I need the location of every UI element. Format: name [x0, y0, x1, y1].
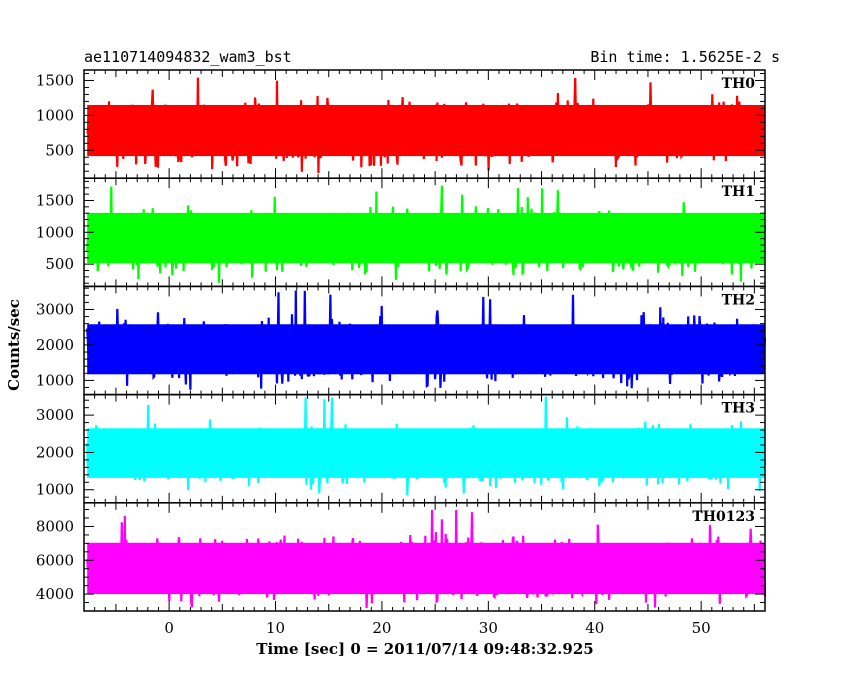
y-axis-label: Counts/sec: [5, 299, 23, 391]
panel-th3: 1000 2000 3000 TH3: [36, 393, 767, 504]
y-tick-label: 2000: [36, 336, 74, 354]
x-axis-label: Time [sec] 0 = 2011/07/14 09:48:32.925: [256, 640, 593, 658]
x-tick-label: 40: [585, 619, 604, 637]
y-tick-label: 1500: [36, 71, 74, 89]
panel-th2: 1000 2000 3000 TH2: [36, 285, 767, 396]
y-tick-label: 4000: [36, 585, 74, 603]
panel-label-th0: TH0: [722, 76, 756, 92]
y-tick-label: 1000: [36, 106, 74, 124]
x-tick-label: 50: [692, 619, 711, 637]
panel-label-th0123: TH0123: [692, 509, 755, 525]
y-tick-label: 500: [45, 255, 74, 273]
plot-title: ae110714094832_wam3_bst: [84, 48, 292, 66]
panel-label-th1: TH1: [722, 184, 755, 200]
panel-label-th2: TH2: [722, 292, 755, 308]
y-tick-label: 500: [45, 141, 74, 159]
series-line-th0123: [86, 509, 767, 609]
y-tick-label: 1000: [36, 481, 74, 499]
y-tick-label: 3000: [36, 300, 74, 318]
panel-label-th3: TH3: [722, 401, 755, 417]
y-tick-label: 2000: [36, 443, 74, 461]
y-tick-label: 1500: [36, 191, 74, 209]
series-line-th3: [86, 396, 767, 496]
y-tick-label: 1000: [36, 371, 74, 389]
y-tick-label: 3000: [36, 406, 74, 424]
panel-th1: 500 1000 1500 TH1: [36, 177, 767, 288]
series-line-th2: [86, 290, 767, 390]
y-tick-label: 6000: [36, 551, 74, 569]
series-line-th0: [86, 77, 766, 174]
y-tick-label: 1000: [36, 223, 74, 241]
x-tick-label: 30: [479, 619, 498, 637]
x-tick-label: 20: [372, 619, 391, 637]
y-tick-label: 8000: [36, 517, 74, 535]
x-tick-label: 0: [164, 619, 174, 637]
x-tick-label: 10: [266, 619, 285, 637]
panel-th0123: 4000 6000 8000 TH0123: [36, 502, 767, 612]
bin-time-label: Bin time: 1.5625E-2 s: [590, 48, 780, 66]
series-line-th1: [86, 185, 767, 283]
panel-th0: 500 1000 1500 TH0: [36, 69, 766, 179]
